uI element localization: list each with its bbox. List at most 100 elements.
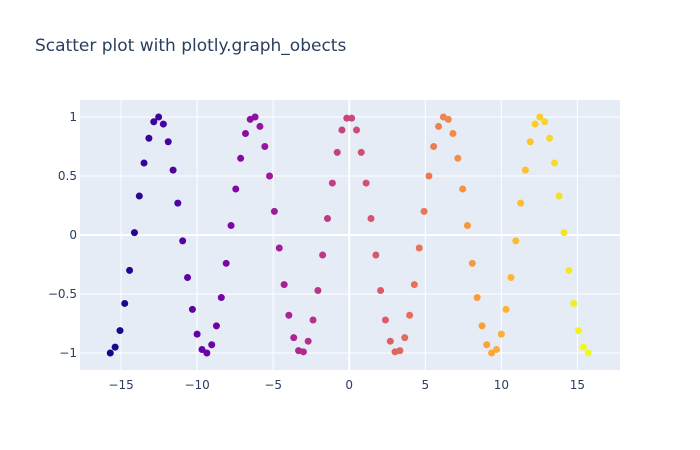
scatter-point[interactable] [459,185,467,193]
scatter-point[interactable] [290,334,298,342]
scatter-point[interactable] [275,244,283,252]
scatter-point[interactable] [222,259,230,267]
scatter-point[interactable] [449,130,457,138]
scatter-point[interactable] [386,337,394,345]
scatter-point[interactable] [502,305,510,313]
scatter-point[interactable] [468,259,476,267]
scatter-point[interactable] [521,166,529,174]
scatter-point[interactable] [565,266,573,274]
scatter-point[interactable] [227,222,235,230]
scatter-point[interactable] [319,251,327,259]
scatter-point[interactable] [570,299,578,307]
scatter-point[interactable] [232,185,240,193]
scatter-point[interactable] [261,142,269,150]
scatter-point[interactable] [517,199,525,207]
scatter-point[interactable] [357,148,365,156]
scatter-point[interactable] [536,113,544,121]
scatter-point[interactable] [198,345,206,353]
scatter-point[interactable] [135,192,143,200]
scatter-point[interactable] [473,294,481,302]
scatter-point[interactable] [140,159,148,167]
scatter-point[interactable] [396,347,404,355]
scatter-point[interactable] [169,166,177,174]
scatter-point[interactable] [454,154,462,162]
scatter-point[interactable] [546,134,554,142]
scatter-point[interactable] [150,118,158,126]
scatter-point[interactable] [550,159,558,167]
scatter-point[interactable] [420,207,428,215]
scatter-point[interactable] [266,172,274,180]
scatter-point[interactable] [111,343,119,351]
scatter-point[interactable] [251,113,259,121]
scatter-point[interactable] [217,294,225,302]
scatter-point[interactable] [116,327,124,335]
scatter-point[interactable] [280,281,288,289]
scatter-point[interactable] [541,118,549,126]
scatter-point[interactable] [193,330,201,338]
scatter-point[interactable] [362,179,370,187]
scatter-point[interactable] [377,286,385,294]
x-tick-label: 5 [421,378,429,392]
scatter-point[interactable] [333,148,341,156]
scatter-point[interactable] [314,286,322,294]
scatter-point[interactable] [126,266,134,274]
scatter-point[interactable] [406,311,414,319]
scatter-point[interactable] [560,229,568,237]
scatter-point[interactable] [463,222,471,230]
scatter-point[interactable] [372,251,380,259]
scatter-point[interactable] [410,281,418,289]
scatter-point[interactable] [174,199,182,207]
scatter-point[interactable] [285,311,293,319]
scatter-point[interactable] [241,130,249,138]
scatter-point[interactable] [488,349,496,357]
scatter-point[interactable] [184,273,192,281]
scatter-point[interactable] [579,343,587,351]
scatter-point[interactable] [304,337,312,345]
scatter-point[interactable] [270,207,278,215]
scatter-point[interactable] [323,214,331,222]
scatter-point[interactable] [179,237,187,245]
scatter-point[interactable] [188,305,196,313]
scatter-point[interactable] [121,299,129,307]
scatter-point[interactable] [299,348,307,356]
scatter-point[interactable] [497,330,505,338]
scatter-point[interactable] [401,334,409,342]
scatter-point[interactable] [130,229,138,237]
scatter-point[interactable] [367,214,375,222]
scatter-point[interactable] [483,341,491,349]
scatter-point[interactable] [164,138,172,146]
scatter-point[interactable] [435,122,443,130]
scatter-point[interactable] [425,172,433,180]
scatter-point[interactable] [348,114,356,122]
scatter-point[interactable] [512,237,520,245]
scatter-point[interactable] [526,138,534,146]
gridlines [80,100,620,370]
scatter-point[interactable] [309,316,317,324]
scatter-point[interactable] [444,115,452,123]
scatter-point[interactable] [430,142,438,150]
scatter-point[interactable] [415,244,423,252]
scatter-point[interactable] [555,192,563,200]
scatter-point[interactable] [106,349,114,357]
scatter-point[interactable] [353,126,361,134]
scatter-point[interactable] [478,322,486,330]
scatter-point[interactable] [212,322,220,330]
scatter-point[interactable] [507,273,515,281]
scatter-point[interactable] [531,120,539,128]
scatter-point[interactable] [208,341,216,349]
scatter-point[interactable] [381,316,389,324]
scatter-point[interactable] [492,345,500,353]
scatter-point[interactable] [338,126,346,134]
scatter-point[interactable] [159,120,167,128]
scatter-point[interactable] [328,179,336,187]
scatter-point[interactable] [574,327,582,335]
scatter-point[interactable] [343,114,351,122]
scatter-point[interactable] [256,122,264,130]
scatter-point[interactable] [584,349,592,357]
scatter-point[interactable] [237,154,245,162]
scatter-point[interactable] [145,134,153,142]
scatter-point[interactable] [155,113,163,121]
scatter-point[interactable] [203,349,211,357]
y-tick-label: −0.5 [48,287,77,301]
